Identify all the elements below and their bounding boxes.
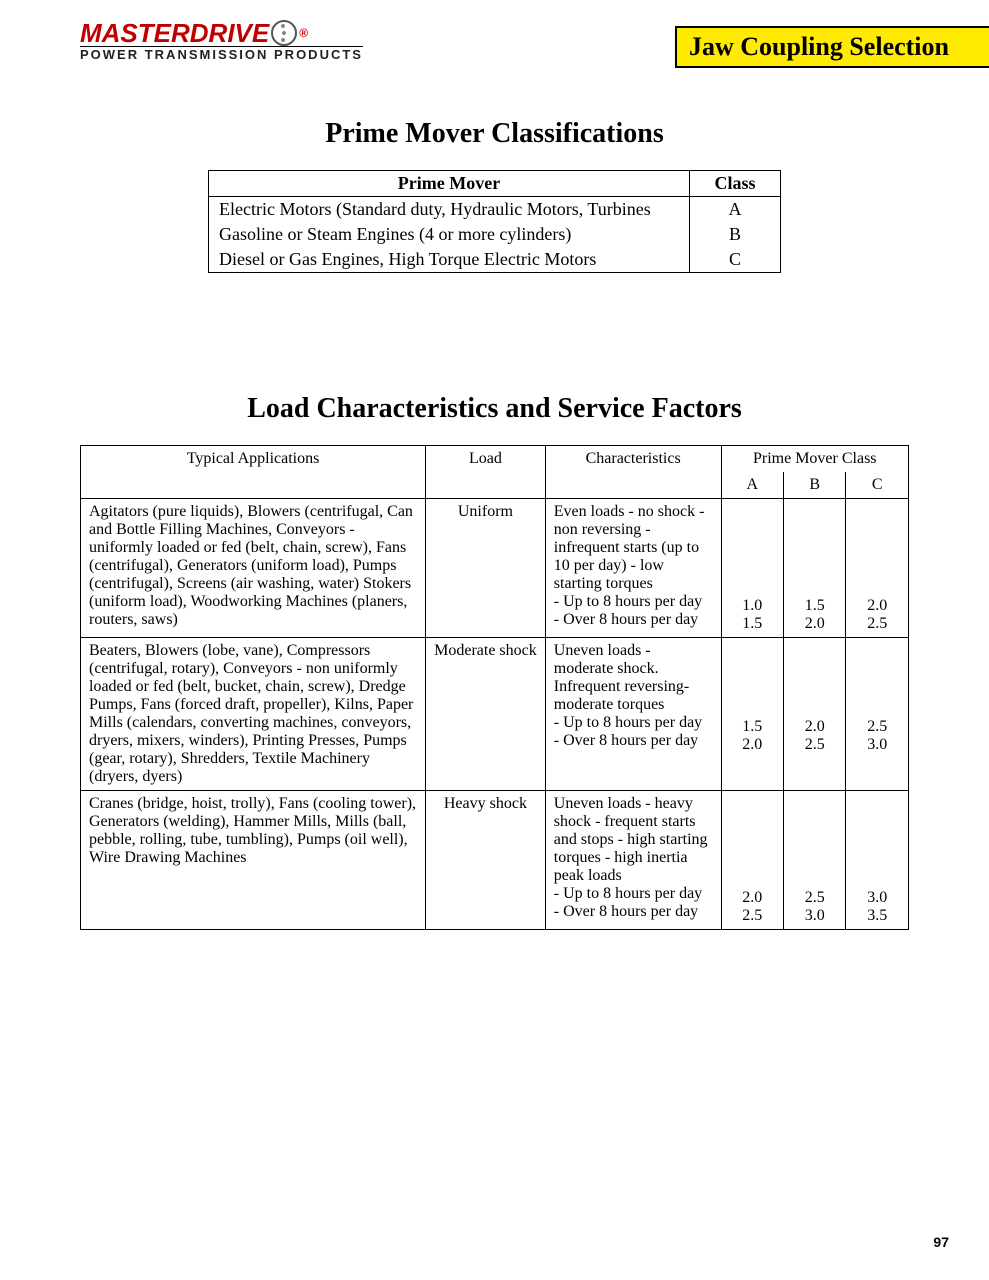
- cell-characteristics: Even loads - no shock - non reversing - …: [545, 498, 721, 637]
- registered-icon: ®: [299, 27, 308, 39]
- sf-b-1: 2.0: [792, 718, 837, 736]
- sf-c-1: 2.5: [854, 718, 900, 736]
- char-duty-1: - Up to 8 hours per day: [554, 885, 713, 903]
- col-class: Class: [690, 171, 781, 197]
- cell-class: C: [690, 247, 781, 273]
- service-factor-table: Typical Applications Load Characteristic…: [80, 445, 909, 930]
- table-row-moderate: Beaters, Blowers (lobe, vane), Compresso…: [81, 637, 909, 790]
- table-row-heavy: Cranes (bridge, hoist, trolly), Fans (co…: [81, 790, 909, 929]
- char-duty-2: - Over 8 hours per day: [554, 611, 713, 629]
- cell-prime-mover: Gasoline or Steam Engines (4 or more cyl…: [209, 222, 690, 247]
- char-main: Even loads - no shock - non reversing - …: [554, 503, 713, 593]
- sf-a-1: 1.5: [730, 718, 775, 736]
- section2-title: Load Characteristics and Service Factors: [0, 393, 989, 425]
- char-duty-1: - Up to 8 hours per day: [554, 714, 713, 732]
- cell-sf-c: 3.0 3.5: [846, 790, 909, 929]
- col-applications: Typical Applications: [81, 446, 426, 499]
- sf-c-2: 3.5: [854, 907, 900, 925]
- cell-applications: Agitators (pure liquids), Blowers (centr…: [81, 498, 426, 637]
- prime-mover-table: Prime Mover Class Electric Motors (Stand…: [208, 170, 781, 273]
- logo-subtitle: POWER TRANSMISSION PRODUCTS: [80, 46, 363, 62]
- sf-b-1: 1.5: [792, 597, 837, 615]
- cell-class: B: [690, 222, 781, 247]
- cell-sf-b: 1.5 2.0: [783, 498, 845, 637]
- table-row-uniform: Agitators (pure liquids), Blowers (centr…: [81, 498, 909, 637]
- table-header-row: Prime Mover Class: [209, 171, 781, 197]
- cell-applications: Beaters, Blowers (lobe, vane), Compresso…: [81, 637, 426, 790]
- char-main: Uneven loads - heavy shock - frequent st…: [554, 795, 713, 885]
- char-duty-2: - Over 8 hours per day: [554, 903, 713, 921]
- cell-sf-b: 2.0 2.5: [783, 637, 845, 790]
- cell-sf-c: 2.5 3.0: [846, 637, 909, 790]
- col-load: Load: [426, 446, 546, 499]
- table-row: Gasoline or Steam Engines (4 or more cyl…: [209, 222, 781, 247]
- cell-applications: Cranes (bridge, hoist, trolly), Fans (co…: [81, 790, 426, 929]
- sf-b-2: 2.0: [792, 615, 837, 633]
- page-header: MASTERDRIVE ® POWER TRANSMISSION PRODUCT…: [0, 0, 989, 68]
- sf-a-1: 2.0: [730, 889, 775, 907]
- cell-sf-a: 1.0 1.5: [721, 498, 783, 637]
- char-duty-1: - Up to 8 hours per day: [554, 593, 713, 611]
- cell-sf-c: 2.0 2.5: [846, 498, 909, 637]
- sf-c-2: 3.0: [854, 736, 900, 754]
- sf-c-1: 3.0: [854, 889, 900, 907]
- col-characteristics: Characteristics: [545, 446, 721, 499]
- col-class-b: B: [783, 472, 845, 499]
- logo-text: MASTERDRIVE: [80, 20, 269, 46]
- logo-block: MASTERDRIVE ® POWER TRANSMISSION PRODUCT…: [80, 20, 363, 62]
- sf-a-1: 1.0: [730, 597, 775, 615]
- sf-b-1: 2.5: [792, 889, 837, 907]
- pm-class-title: Prime Mover Class: [730, 450, 901, 468]
- char-main: Uneven loads - moderate shock. Infrequen…: [554, 642, 713, 714]
- cell-sf-a: 2.0 2.5: [721, 790, 783, 929]
- col-class-c: C: [846, 472, 909, 499]
- page-number: 97: [933, 1234, 949, 1250]
- cell-characteristics: Uneven loads - heavy shock - frequent st…: [545, 790, 721, 929]
- cell-load: Heavy shock: [426, 790, 546, 929]
- table-header-row: Typical Applications Load Characteristic…: [81, 446, 909, 472]
- banner-text: Jaw Coupling Selection: [689, 32, 949, 61]
- sf-a-2: 1.5: [730, 615, 775, 633]
- logo-main: MASTERDRIVE ®: [80, 20, 363, 46]
- cell-load: Uniform: [426, 498, 546, 637]
- cell-prime-mover: Diesel or Gas Engines, High Torque Elect…: [209, 247, 690, 273]
- sf-a-2: 2.5: [730, 907, 775, 925]
- cell-load: Moderate shock: [426, 637, 546, 790]
- cell-class: A: [690, 197, 781, 223]
- char-duty-2: - Over 8 hours per day: [554, 732, 713, 750]
- table-row: Diesel or Gas Engines, High Torque Elect…: [209, 247, 781, 273]
- sf-c-2: 2.5: [854, 615, 900, 633]
- sf-c-1: 2.0: [854, 597, 900, 615]
- cell-sf-a: 1.5 2.0: [721, 637, 783, 790]
- sf-b-2: 3.0: [792, 907, 837, 925]
- table-row: Electric Motors (Standard duty, Hydrauli…: [209, 197, 781, 223]
- cell-characteristics: Uneven loads - moderate shock. Infrequen…: [545, 637, 721, 790]
- cell-prime-mover: Electric Motors (Standard duty, Hydrauli…: [209, 197, 690, 223]
- sf-a-2: 2.0: [730, 736, 775, 754]
- sf-b-2: 2.5: [792, 736, 837, 754]
- col-pm-class-header: Prime Mover Class: [721, 446, 909, 472]
- col-prime-mover: Prime Mover: [209, 171, 690, 197]
- section-banner: Jaw Coupling Selection: [675, 26, 989, 68]
- col-class-a: A: [721, 472, 783, 499]
- cell-sf-b: 2.5 3.0: [783, 790, 845, 929]
- gear-icon: [271, 20, 297, 46]
- section1-title: Prime Mover Classifications: [0, 118, 989, 150]
